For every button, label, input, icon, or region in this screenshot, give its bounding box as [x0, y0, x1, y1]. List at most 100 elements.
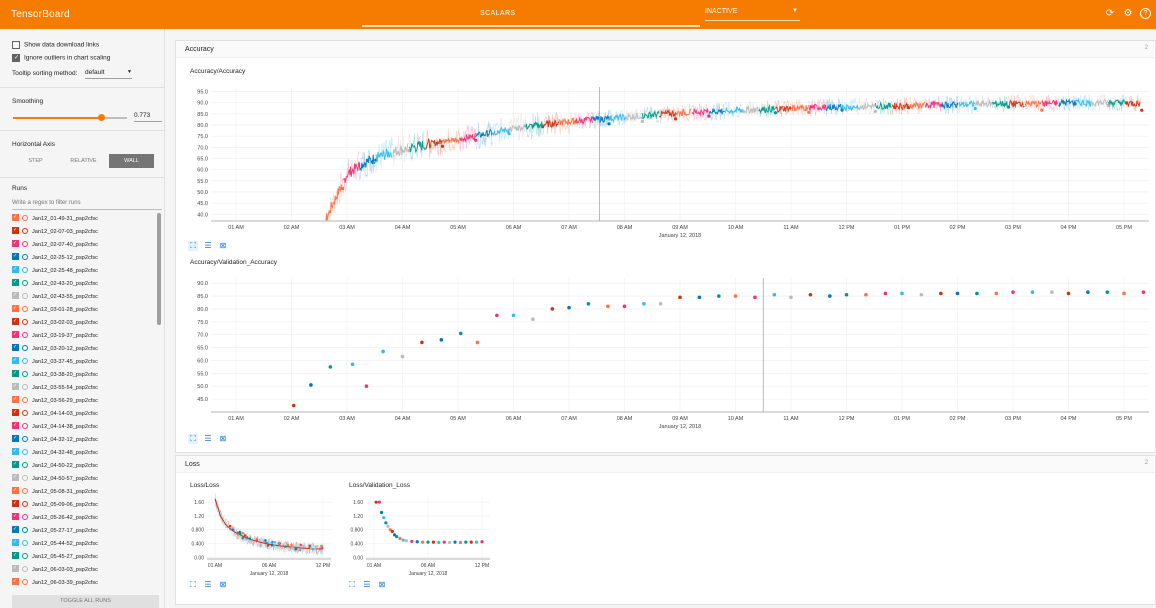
run-checkbox[interactable] — [12, 289, 19, 302]
smoothing-value-input[interactable]: 0.773 — [134, 112, 162, 122]
run-name: Jan12_01-49-31_psp2cfsc — [32, 216, 98, 222]
run-item[interactable]: Jan12_03-19-37_psp2cfsc — [12, 328, 157, 343]
checkbox-box[interactable] — [12, 41, 20, 49]
run-item[interactable]: Jan12_05-09-06_psp2cfsc — [12, 497, 157, 512]
log-scale-icon[interactable]: ☰ — [363, 580, 371, 589]
fit-domain-icon[interactable]: ⛶ — [349, 580, 355, 589]
validation-loss-scatter-chart[interactable]: 0.00 0.400 0.800 1.20 1.60 01 AM 06 AM 12 PM Jan… — [340, 493, 500, 578]
help-icon[interactable]: ? — [1140, 8, 1151, 19]
run-checkbox[interactable] — [12, 393, 19, 406]
run-checkbox[interactable] — [12, 562, 19, 575]
y-tick-label: 45.0 — [197, 201, 208, 207]
run-item[interactable]: Jan12_05-08-31_psp2cfsc — [12, 484, 157, 499]
run-item[interactable]: Jan12_02-07-40_psp2cfsc — [12, 237, 157, 252]
checkbox-box[interactable] — [12, 54, 20, 62]
refresh-icon[interactable]: ⟳ — [1105, 8, 1115, 19]
run-item[interactable]: Jan12_05-27-17_psp2cfsc — [12, 523, 157, 538]
run-item[interactable]: Jan12_03-01-28_psp2cfsc — [12, 302, 157, 317]
download-icon[interactable]: ⊠ — [219, 580, 227, 589]
fit-domain-icon[interactable]: ⛶ — [188, 241, 198, 251]
run-item[interactable]: Jan12_02-25-48_psp2cfsc — [12, 263, 157, 278]
toggle-all-runs-button[interactable]: TOGGLE ALL RUNS — [12, 595, 159, 608]
run-item[interactable]: Jan12_02-43-55_psp2cfsc — [12, 289, 157, 304]
run-item[interactable]: Jan12_03-56-29_psp2cfsc — [12, 393, 157, 408]
run-checkbox[interactable] — [12, 380, 19, 393]
axis-step-button[interactable]: STEP — [28, 158, 43, 164]
run-item[interactable]: Jan12_06-03-39_psp2cfsc — [12, 575, 157, 589]
axis-wall-button[interactable]: WALL — [109, 154, 154, 168]
run-item[interactable]: Jan12_05-45-27_psp2cfsc — [12, 549, 157, 564]
run-item[interactable]: Jan12_01-49-31_psp2cfsc — [12, 213, 157, 226]
run-checkbox[interactable] — [12, 263, 19, 276]
validation-accuracy-scatter-chart[interactable]: 45.0 50.0 55.0 60.0 65.0 70.0 75.0 80.0 85.0 90.0… — [181, 270, 1149, 430]
run-item[interactable]: Jan12_03-55-54_psp2cfsc — [12, 380, 157, 395]
run-item[interactable]: Jan12_06-03-03_psp2cfsc — [12, 562, 157, 577]
series-point — [236, 531, 240, 534]
run-checkbox[interactable] — [12, 471, 19, 484]
loss-category-header[interactable]: Loss 2 — [176, 456, 1155, 473]
download-icon[interactable]: ⊠ — [219, 434, 227, 443]
run-checkbox[interactable] — [12, 250, 19, 263]
run-item[interactable]: Jan12_04-32-48_psp2cfsc — [12, 445, 157, 460]
series-line — [625, 112, 643, 122]
run-item[interactable]: Jan12_03-20-12_psp2cfsc — [12, 341, 157, 356]
fit-domain-icon[interactable]: ⛶ — [190, 580, 196, 589]
run-checkbox[interactable] — [12, 276, 19, 289]
ignore-outliers-checkbox[interactable]: Ignore outliers in chart scaling — [12, 54, 110, 62]
run-item[interactable]: Jan12_04-14-38_psp2cfsc — [12, 419, 157, 434]
run-checkbox[interactable] — [12, 341, 19, 354]
log-scale-icon[interactable]: ☰ — [204, 434, 212, 443]
run-item[interactable]: Jan12_05-26-42_psp2cfsc — [12, 510, 157, 525]
smoothing-slider-track-rest[interactable] — [101, 117, 127, 119]
run-checkbox[interactable] — [12, 510, 19, 523]
run-checkbox[interactable] — [12, 315, 19, 328]
run-item[interactable]: Jan12_02-25-12_psp2cfsc — [12, 250, 157, 265]
run-checkbox[interactable] — [12, 458, 19, 471]
show-download-links-checkbox[interactable]: Show data download links — [12, 41, 99, 49]
run-checkbox[interactable] — [12, 549, 19, 562]
tooltip-sorting-select[interactable]: default ▼ — [85, 69, 132, 79]
run-checkbox[interactable] — [12, 432, 19, 445]
loss-line-chart[interactable]: 0.00 0.400 0.800 1.20 1.60 01 AM 06 AM 12 PM Jan… — [181, 493, 341, 578]
run-item[interactable]: Jan12_05-44-52_psp2cfsc — [12, 536, 157, 551]
run-item[interactable]: Jan12_03-02-03_psp2cfsc — [12, 315, 157, 330]
run-checkbox[interactable] — [12, 406, 19, 419]
inactive-dashboard-select[interactable]: INACTIVE ▼ — [705, 8, 800, 21]
run-item[interactable]: Jan12_04-14-03_psp2cfsc — [12, 406, 157, 421]
tab-scalars[interactable]: SCALARS — [480, 10, 516, 17]
run-item[interactable]: Jan12_02-07-03_psp2cfsc — [12, 224, 157, 239]
run-checkbox[interactable] — [12, 237, 19, 250]
log-scale-icon[interactable]: ☰ — [204, 580, 212, 589]
run-checkbox[interactable] — [12, 367, 19, 380]
run-checkbox[interactable] — [12, 497, 19, 510]
run-checkbox[interactable] — [12, 302, 19, 315]
run-checkbox[interactable] — [12, 445, 19, 458]
fit-domain-icon[interactable]: ⛶ — [188, 434, 198, 444]
run-checkbox[interactable] — [12, 575, 19, 588]
run-checkbox[interactable] — [12, 213, 19, 224]
gear-icon[interactable]: ⚙ — [1123, 8, 1133, 19]
run-checkbox[interactable] — [12, 419, 19, 432]
runs-scrollbar[interactable] — [157, 213, 161, 325]
run-checkbox[interactable] — [12, 328, 19, 341]
run-item[interactable]: Jan12_03-38-20_psp2cfsc — [12, 367, 157, 382]
run-item[interactable]: Jan12_03-37-45_psp2cfsc — [12, 354, 157, 369]
log-scale-icon[interactable]: ☰ — [204, 241, 212, 250]
run-item[interactable]: Jan12_04-32-12_psp2cfsc — [12, 432, 157, 447]
run-checkbox[interactable] — [12, 523, 19, 536]
run-item[interactable]: Jan12_04-50-57_psp2cfsc — [12, 471, 157, 486]
runs-filter-input[interactable]: Write a regex to filter runs — [12, 200, 162, 210]
run-checkbox[interactable] — [12, 484, 19, 497]
run-checkbox[interactable] — [12, 354, 19, 367]
run-checkbox[interactable] — [12, 536, 19, 549]
run-checkbox[interactable] — [12, 224, 19, 237]
download-icon[interactable]: ⊠ — [219, 241, 227, 250]
run-item[interactable]: Jan12_04-50-22_psp2cfsc — [12, 458, 157, 473]
download-icon[interactable]: ⊠ — [378, 580, 386, 589]
accuracy-category-header[interactable]: Accuracy 2 — [176, 41, 1155, 58]
run-item[interactable]: Jan12_02-43-20_psp2cfsc — [12, 276, 157, 291]
accuracy-line-chart[interactable]: 40.0 45.0 50.0 55.0 60.0 65.0 70.0 75.0 80.0 85.0… — [181, 79, 1149, 239]
axis-relative-button[interactable]: RELATIVE — [70, 158, 97, 164]
smoothing-slider-track[interactable] — [13, 117, 102, 119]
smoothing-slider-thumb[interactable] — [97, 114, 105, 121]
